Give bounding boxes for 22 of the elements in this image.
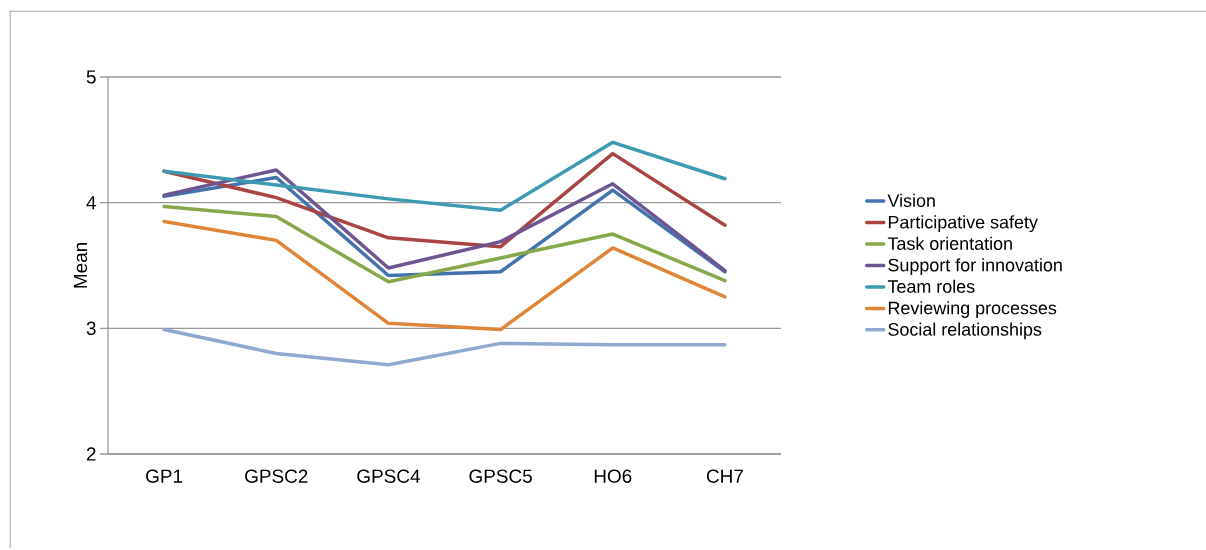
line-series <box>162 140 727 212</box>
line-series <box>162 204 727 284</box>
legend-label: Reviewing processes <box>888 301 1057 318</box>
y-tick-label: 4 <box>86 196 96 210</box>
y-tick-label: 2 <box>86 447 96 461</box>
legend-label: Team roles <box>887 279 975 293</box>
legend-label: Social relationships <box>888 322 1042 340</box>
line-series <box>162 219 727 332</box>
x-tick-label: GPSC2 <box>245 469 308 483</box>
x-tick-label: GPSC4 <box>357 469 420 483</box>
legend-label: Task orientation <box>887 236 1012 250</box>
legend-label: Support for innovation <box>888 258 1062 275</box>
y-tick-label: 5 <box>86 70 96 84</box>
y-tick-label: 3 <box>86 321 96 336</box>
legend-label: Participative safety <box>888 215 1038 233</box>
x-tick-label: CH7 <box>706 469 743 483</box>
x-tick-label: HO6 <box>594 469 632 483</box>
line-series <box>162 327 727 367</box>
y-axis-title: Mean <box>73 243 88 288</box>
legend-label: Vision <box>887 193 935 208</box>
x-tick-label: GPSC5 <box>469 469 532 483</box>
x-tick-label: GP1 <box>146 469 183 483</box>
